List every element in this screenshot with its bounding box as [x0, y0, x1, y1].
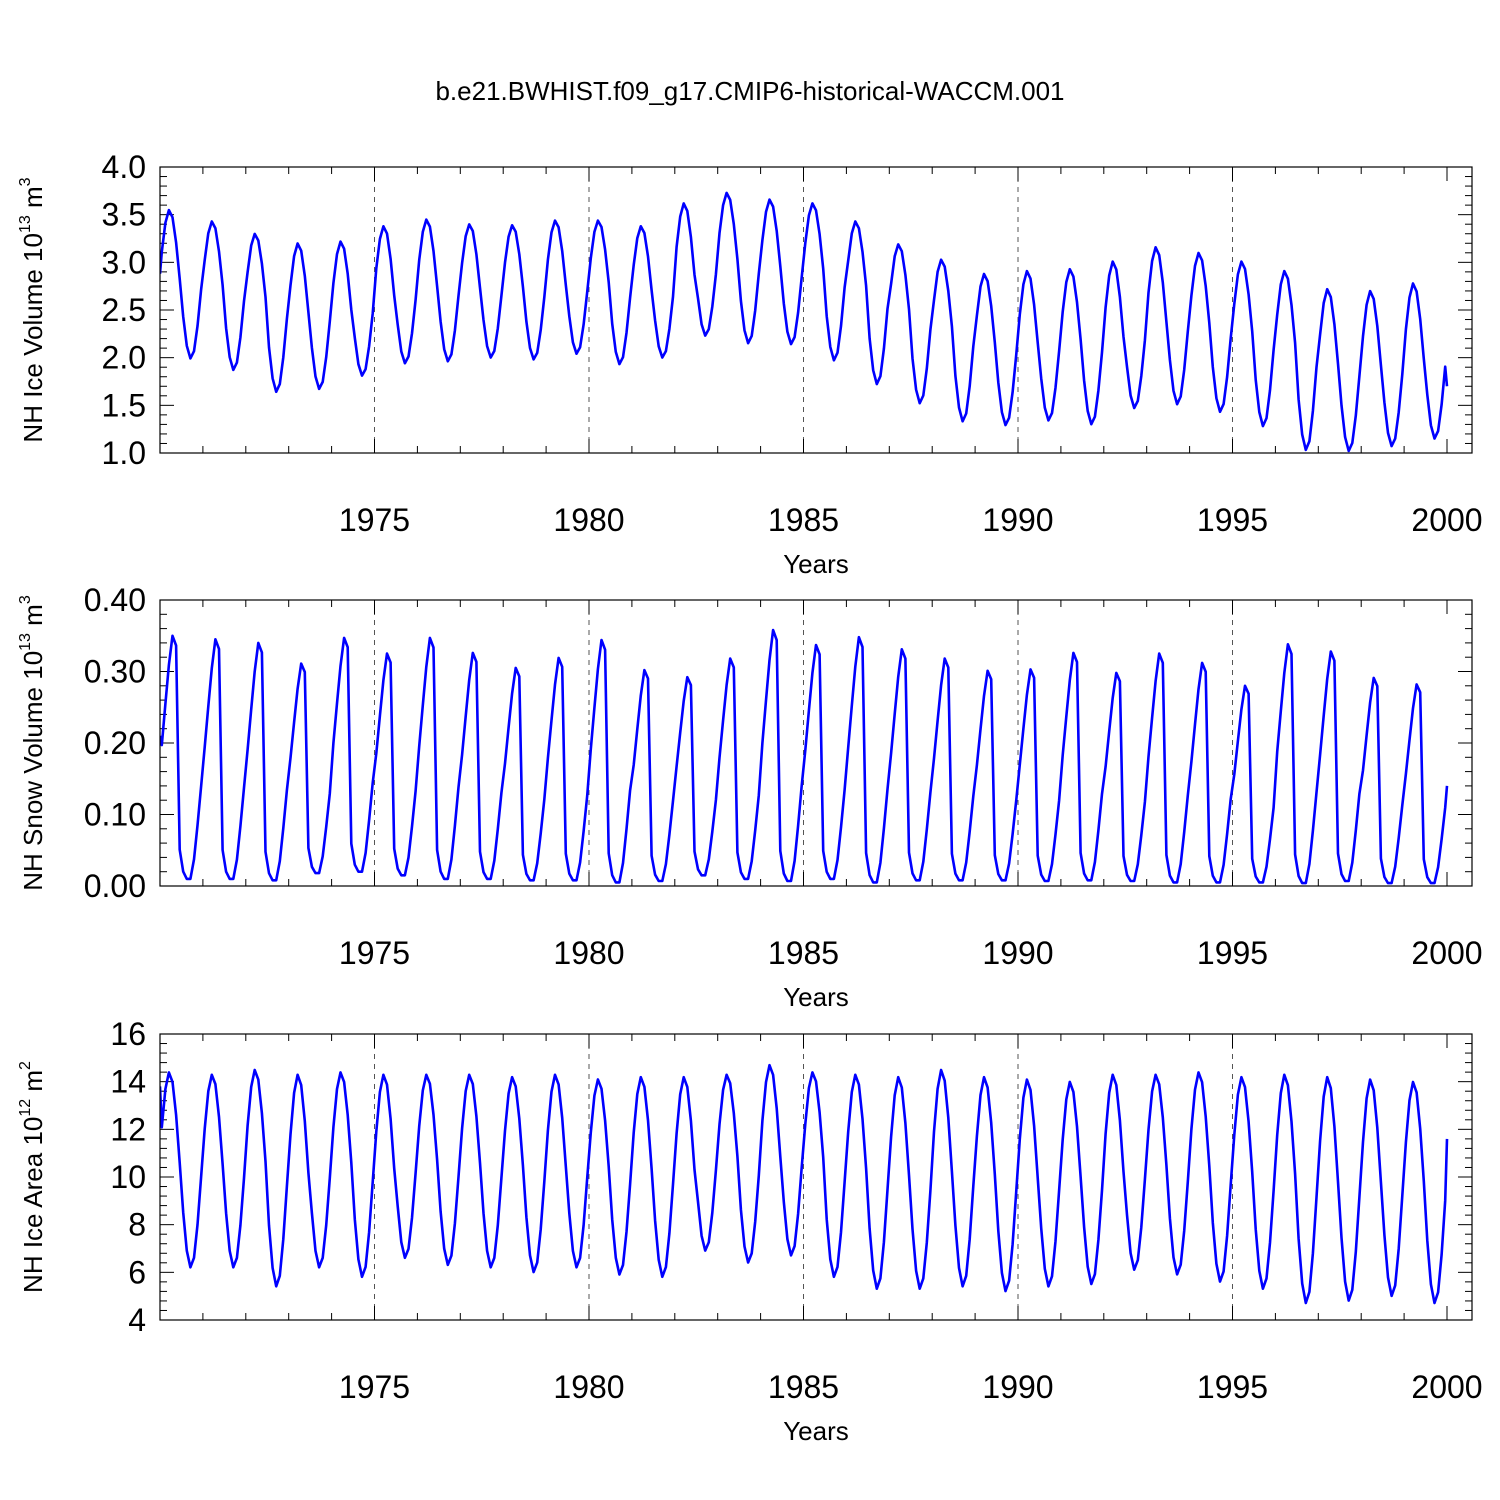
y-tick-label: 6 [128, 1254, 146, 1290]
y-axis-title: NH Ice Volume 1013 m3 [17, 177, 48, 442]
y-tick-label: 4.0 [102, 149, 146, 185]
y-tick-label: 2.0 [102, 340, 146, 376]
y-tick-label: 14 [110, 1064, 146, 1100]
y-tick-label: 2.5 [102, 292, 146, 328]
plot-frame [159, 1033, 1473, 1321]
chart-title: b.e21.BWHIST.f09_g17.CMIP6-historical-WA… [435, 76, 1065, 106]
x-tick-label: 2000 [1411, 935, 1482, 971]
y-tick-label: 1.0 [102, 435, 146, 471]
y-tick-label: 10 [110, 1159, 146, 1195]
y-tick-label: 3.5 [102, 197, 146, 233]
y-tick-label: 8 [128, 1207, 146, 1243]
x-tick-label: 1985 [768, 1369, 839, 1405]
y-tick-label: 0.40 [84, 582, 146, 618]
x-tick-label: 1995 [1197, 502, 1268, 538]
y-tick-label: 0.20 [84, 725, 146, 761]
snow-volume-panel: 0.00 0.10 0.20 0.30 0.40 1975 1980 1985 1990 1995… [17, 582, 1483, 1012]
x-axis-title: Years [783, 982, 849, 1012]
snow-volume-series-line [160, 628, 1449, 885]
y-tick-label: 0.10 [84, 797, 146, 833]
x-axis-title: Years [783, 549, 849, 579]
x-tick-label: 1995 [1197, 1369, 1268, 1405]
y-axis-title: NH Ice Area 1012 m2 [17, 1061, 48, 1293]
y-tick-label: 3.0 [102, 244, 146, 280]
plot-frame [159, 166, 1473, 454]
y-tick-label: 0.00 [84, 868, 146, 904]
x-tick-label: 1985 [768, 935, 839, 971]
y-tick-label: 0.30 [84, 654, 146, 690]
ice-volume-panel: 1.0 1.5 2.0 2.5 3.0 3.5 4.0 1975 1980 1985 1990 199… [17, 149, 1483, 579]
x-tick-label: 1980 [553, 1369, 624, 1405]
x-tick-label: 1980 [553, 935, 624, 971]
x-tick-label: 1985 [768, 502, 839, 538]
y-tick-label: 12 [110, 1111, 146, 1147]
y-tick-label: 1.5 [102, 387, 146, 423]
x-tick-label: 1990 [982, 935, 1053, 971]
x-axis-title: Years [783, 1416, 849, 1446]
x-tick-label: 1980 [553, 502, 624, 538]
ice-volume-series-line [160, 191, 1449, 453]
x-tick-label: 1990 [982, 502, 1053, 538]
y-tick-label: 4 [128, 1302, 146, 1338]
plot-frame [159, 599, 1473, 887]
x-tick-label: 2000 [1411, 1369, 1482, 1405]
x-tick-label: 2000 [1411, 502, 1482, 538]
x-tick-label: 1990 [982, 1369, 1053, 1405]
x-tick-label: 1975 [339, 935, 410, 971]
y-axis-title: NH Snow Volume 1013 m3 [17, 595, 48, 891]
ice-area-panel: 4 6 8 10 12 14 16 1975 1980 1985 1990 1995 2000 Years… [17, 1016, 1483, 1446]
y-tick-label: 16 [110, 1016, 146, 1052]
x-tick-label: 1995 [1197, 935, 1268, 971]
x-tick-label: 1975 [339, 1369, 410, 1405]
ice-area-series-line [160, 1063, 1449, 1305]
x-tick-label: 1975 [339, 502, 410, 538]
